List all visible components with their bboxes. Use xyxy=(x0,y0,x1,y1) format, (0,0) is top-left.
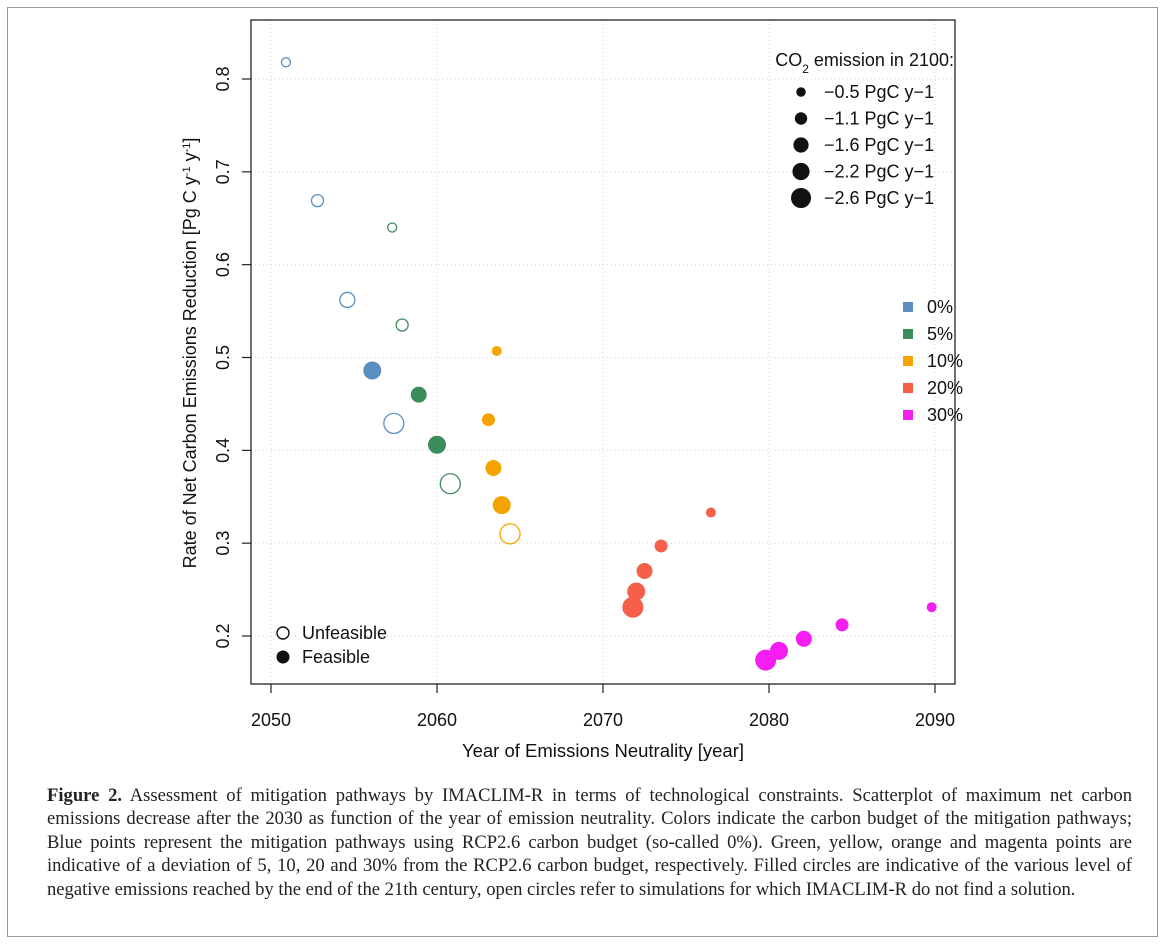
size-legend-marker xyxy=(791,188,811,208)
data-point xyxy=(481,413,495,427)
data-point xyxy=(428,435,446,454)
color-legend-label: 0% xyxy=(927,297,953,317)
x-tick-label: 2050 xyxy=(251,710,291,730)
data-point xyxy=(654,539,668,553)
data-point xyxy=(395,318,409,332)
y-tick-label: 0.2 xyxy=(213,623,233,648)
data-point xyxy=(499,523,521,545)
color-legend-label: 10% xyxy=(927,351,963,371)
data-point xyxy=(705,507,716,518)
size-legend-label: −1.1 PgC y−1 xyxy=(824,109,934,129)
data-point xyxy=(410,386,427,403)
y-tick-label: 0.6 xyxy=(213,252,233,277)
x-axis-label: Year of Emissions Neutrality [year] xyxy=(462,740,744,761)
size-legend-marker xyxy=(796,87,806,97)
data-point xyxy=(387,222,398,233)
color-legend-swatch xyxy=(903,302,913,312)
x-tick-label: 2090 xyxy=(915,710,955,730)
data-point xyxy=(491,346,502,357)
color-legend-swatch xyxy=(903,410,913,420)
size-legend-label: −2.2 PgC y−1 xyxy=(824,162,934,182)
x-tick-label: 2070 xyxy=(583,710,623,730)
caption-label: Figure 2. xyxy=(47,785,123,806)
color-legend-label: 20% xyxy=(927,378,963,398)
size-legend-marker xyxy=(794,112,808,125)
y-tick-label: 0.7 xyxy=(213,159,233,184)
x-tick-label: 2060 xyxy=(417,710,457,730)
figure-caption: Figure 2. Assessment of mitigation pathw… xyxy=(47,784,1132,901)
size-legend-title: CO2 emission in 2100: xyxy=(775,50,954,76)
data-point xyxy=(280,57,292,68)
legend-unfeasible-marker xyxy=(276,626,290,640)
data-point xyxy=(339,291,356,309)
data-point xyxy=(485,459,502,476)
color-legend-swatch xyxy=(903,356,913,366)
size-legend-marker xyxy=(793,137,809,153)
y-axis-label: Rate of Net Carbon Emissions Reduction [… xyxy=(180,138,200,569)
x-tick-label: 2080 xyxy=(749,710,789,730)
caption-text: Assessment of mitigation pathways by IMA… xyxy=(47,785,1132,900)
color-legend-swatch xyxy=(903,329,913,339)
data-point xyxy=(636,563,653,580)
y-tick-label: 0.3 xyxy=(213,531,233,556)
legend-feasible-label: Feasible xyxy=(302,647,370,667)
color-legend-label: 5% xyxy=(927,324,953,344)
legend-unfeasible-label: Unfeasible xyxy=(302,623,387,643)
data-point xyxy=(755,649,777,671)
figure-frame xyxy=(7,7,1158,937)
data-point xyxy=(622,596,644,618)
y-tick-label: 0.5 xyxy=(213,345,233,370)
data-point xyxy=(363,361,382,380)
size-legend-label: −2.6 PgC y−1 xyxy=(824,188,934,208)
size-legend-label: −1.6 PgC y−1 xyxy=(824,135,934,155)
color-legend-label: 30% xyxy=(927,405,963,425)
y-tick-label: 0.8 xyxy=(213,66,233,91)
data-point xyxy=(795,630,812,647)
scatter-chart: 2050 2060 2070 2080 2090 0.2 0.3 0.4 0.5 0.6 0.7 0.… xyxy=(180,19,963,761)
color-legend-swatch xyxy=(903,383,913,393)
data-point xyxy=(439,473,461,495)
data-point xyxy=(926,602,937,613)
data-point xyxy=(492,496,511,515)
size-legend-marker xyxy=(792,162,810,181)
y-tick-label: 0.4 xyxy=(213,438,233,463)
data-point xyxy=(383,412,405,435)
data-point xyxy=(835,618,849,632)
legend-feasible-marker xyxy=(276,650,290,664)
size-legend-label: −0.5 PgC y−1 xyxy=(824,82,934,102)
data-point xyxy=(310,193,325,208)
